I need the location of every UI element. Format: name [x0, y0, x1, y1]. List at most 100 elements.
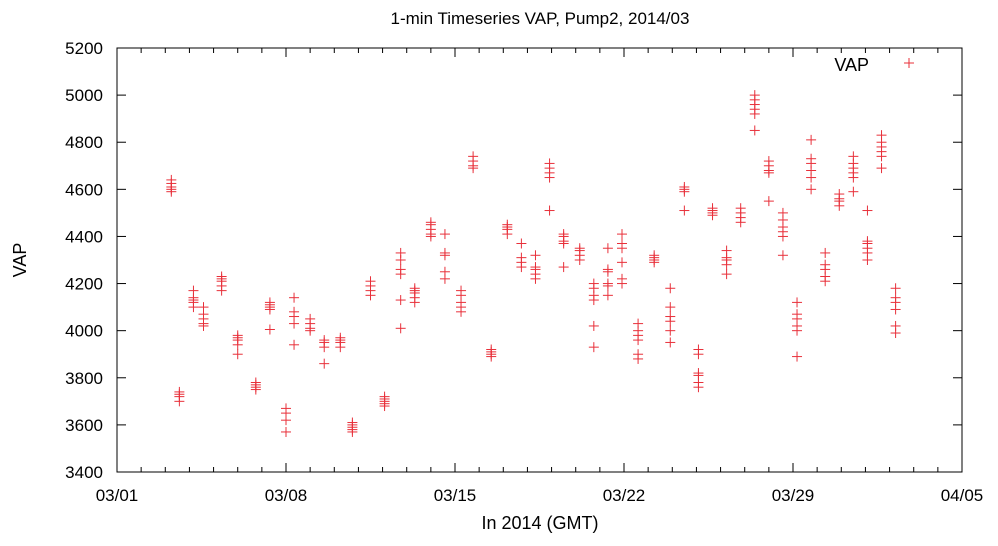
- data-point: [439, 229, 450, 240]
- data-point: [305, 313, 316, 324]
- y-tick-label: 3400: [65, 463, 103, 482]
- data-point: [456, 306, 467, 317]
- y-tick-label: 3800: [65, 369, 103, 388]
- data-point: [439, 247, 450, 258]
- y-axis-label: VAP: [10, 243, 30, 278]
- data-point: [749, 90, 760, 101]
- data-point: [574, 243, 585, 254]
- data-point: [848, 151, 859, 162]
- data-point: [395, 247, 406, 258]
- data-point: [890, 320, 901, 331]
- y-tick-label: 5000: [65, 86, 103, 105]
- data-point: [544, 158, 555, 169]
- data-point: [588, 320, 599, 331]
- data-point: [347, 426, 358, 437]
- data-point: [379, 391, 390, 402]
- data-point: [365, 276, 376, 287]
- data-point: [456, 285, 467, 296]
- data-point: [281, 403, 291, 414]
- data-point: [319, 335, 330, 346]
- data-point: [409, 283, 420, 294]
- data-point: [188, 295, 199, 306]
- data-point: [530, 273, 541, 284]
- plot-area-frame: [116, 47, 963, 473]
- y-tick-label: 5200: [65, 39, 103, 58]
- data-point: [679, 205, 690, 216]
- data-point: [188, 285, 199, 296]
- data-point: [395, 323, 406, 334]
- data-point: [289, 318, 300, 329]
- data-point: [558, 229, 569, 240]
- data-point: [890, 283, 901, 294]
- data-point: [425, 231, 436, 242]
- x-tick-label: 03/01: [96, 486, 139, 505]
- data-point: [834, 189, 845, 200]
- data-point: [588, 278, 599, 289]
- data-point: [516, 252, 527, 263]
- data-point: [289, 292, 300, 303]
- chart-title: 1-min Timeseries VAP, Pump2, 2014/03: [391, 9, 690, 28]
- y-tick-label: 4000: [65, 322, 103, 341]
- legend: VAP: [834, 55, 914, 75]
- data-point: [166, 186, 177, 197]
- data-point: [602, 290, 613, 301]
- data-point: [616, 238, 627, 249]
- data-point: [425, 217, 436, 228]
- data-point: [602, 280, 613, 291]
- legend-label: VAP: [834, 55, 869, 75]
- data-point: [876, 130, 887, 141]
- data-point: [198, 302, 209, 313]
- data-point: [516, 238, 527, 249]
- data-point: [862, 205, 873, 216]
- legend-marker: [904, 58, 914, 68]
- data-point: [395, 264, 406, 275]
- data-point: [876, 163, 887, 174]
- data-point: [409, 297, 420, 308]
- data-point: [264, 304, 275, 315]
- data-point: [820, 247, 831, 258]
- data-point: [665, 283, 676, 294]
- data-point: [395, 295, 406, 306]
- data-point: [763, 156, 774, 167]
- data-point: [616, 278, 627, 289]
- data-point: [862, 236, 873, 247]
- data-point: [649, 257, 660, 268]
- data-point: [806, 184, 817, 195]
- data-point: [777, 207, 788, 218]
- data-point: [216, 273, 227, 284]
- x-tick-label: 03/29: [772, 486, 815, 505]
- data-point: [264, 324, 275, 335]
- data-point: [558, 262, 569, 273]
- data-point: [347, 417, 358, 428]
- data-point: [763, 196, 774, 207]
- data-point: [616, 229, 627, 240]
- data-point: [502, 219, 513, 230]
- data-point: [174, 386, 185, 397]
- data-point: [792, 297, 803, 308]
- data-point: [616, 257, 627, 268]
- data-point: [693, 344, 704, 355]
- x-tick-label: 04/05: [941, 486, 984, 505]
- data-point: [232, 332, 243, 343]
- data-point: [486, 344, 497, 355]
- data-point: [848, 186, 859, 197]
- y-tick-label: 3600: [65, 416, 103, 435]
- x-tick-label: 03/22: [603, 486, 646, 505]
- y-axis: 3400 3600 3800 4000 4200 4400 4600 4800 5000 5200: [65, 39, 962, 482]
- data-point: [777, 250, 788, 261]
- data-point: [198, 320, 209, 331]
- data-point: [820, 259, 831, 270]
- data-point: [319, 358, 330, 369]
- x-tick-label: 03/15: [434, 486, 477, 505]
- data-point: [665, 311, 676, 322]
- y-tick-label: 4400: [65, 227, 103, 246]
- data-point: [335, 342, 346, 353]
- data-point: [588, 342, 599, 353]
- data-point: [693, 368, 704, 379]
- data-point: [439, 273, 450, 284]
- data-point: [749, 125, 760, 136]
- data-point: [602, 264, 613, 275]
- data-point: [665, 325, 676, 336]
- data-point: [633, 349, 644, 360]
